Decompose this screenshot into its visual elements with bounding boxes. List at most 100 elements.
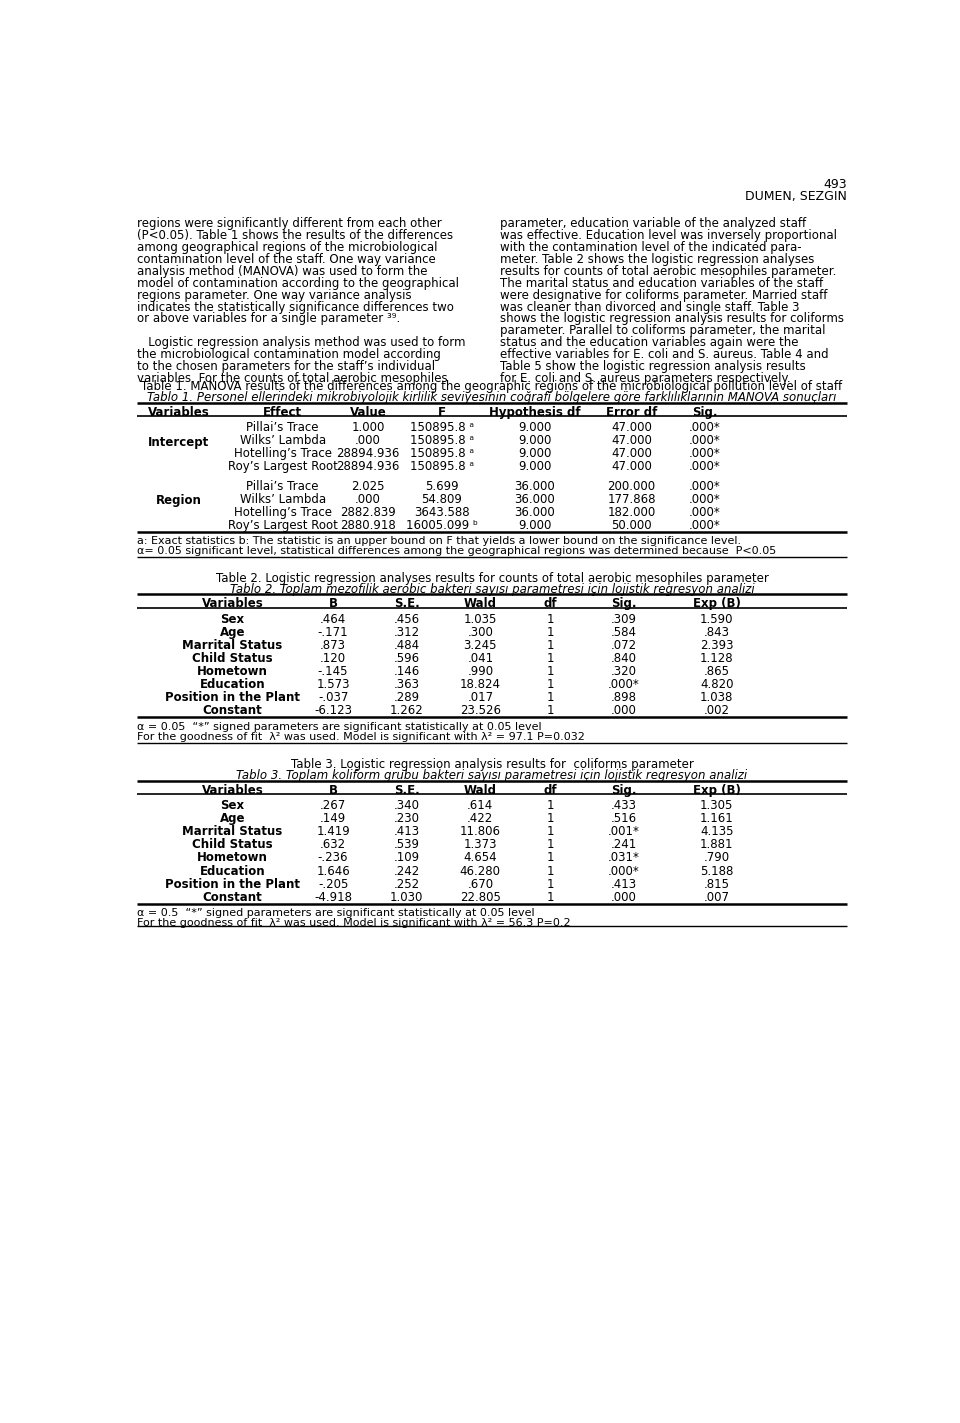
Text: .309: .309 xyxy=(611,613,636,626)
Text: a: Exact statistics b: The statistic is an upper bound on F that yields a lower : a: Exact statistics b: The statistic is … xyxy=(137,535,741,546)
Text: variables. For the counts of total aerobic mesophiles: variables. For the counts of total aerob… xyxy=(137,373,447,386)
Text: .413: .413 xyxy=(394,825,420,838)
Text: 1: 1 xyxy=(546,800,554,813)
Text: was cleaner than divorced and single staff. Table 3: was cleaner than divorced and single sta… xyxy=(500,300,800,313)
Text: 47.000: 47.000 xyxy=(612,460,652,474)
Text: .000*: .000* xyxy=(608,865,639,878)
Text: .873: .873 xyxy=(320,639,347,652)
Text: .000: .000 xyxy=(355,492,381,505)
Text: the microbiological contamination model according: the microbiological contamination model … xyxy=(137,349,441,361)
Text: .000*: .000* xyxy=(689,460,721,474)
Text: Sig.: Sig. xyxy=(692,406,718,418)
Text: .300: .300 xyxy=(468,626,493,639)
Text: Table 2. Logistic regression analyses results for counts of total aerobic mesoph: Table 2. Logistic regression analyses re… xyxy=(216,572,768,585)
Text: Tablo 3. Toplam koliform grubu bakteri sayısı parametresi için lojistik regresyo: Tablo 3. Toplam koliform grubu bakteri s… xyxy=(236,768,748,783)
Text: regions were significantly different from each other: regions were significantly different fro… xyxy=(137,216,442,231)
Text: 1.038: 1.038 xyxy=(700,692,733,704)
Text: 47.000: 47.000 xyxy=(612,421,652,434)
Text: .000*: .000* xyxy=(608,679,639,692)
Text: 1: 1 xyxy=(546,878,554,891)
Text: Wald: Wald xyxy=(464,784,497,797)
Text: Hometown: Hometown xyxy=(197,851,268,864)
Text: .865: .865 xyxy=(704,665,730,679)
Text: shows the logistic regression analysis results for coliforms: shows the logistic regression analysis r… xyxy=(500,313,844,326)
Text: Hotelling’s Trace: Hotelling’s Trace xyxy=(233,447,332,460)
Text: for E. coli and S. aureus parameters respectively.: for E. coli and S. aureus parameters res… xyxy=(500,373,790,386)
Text: .413: .413 xyxy=(611,878,636,891)
Text: Hometown: Hometown xyxy=(197,665,268,679)
Text: .990: .990 xyxy=(468,665,493,679)
Text: 1.305: 1.305 xyxy=(700,800,733,813)
Text: was effective. Education level was inversely proportional: was effective. Education level was inver… xyxy=(500,229,837,242)
Text: Effect: Effect xyxy=(263,406,302,418)
Text: regions parameter. One way variance analysis: regions parameter. One way variance anal… xyxy=(137,289,412,302)
Text: -6.123: -6.123 xyxy=(314,704,352,717)
Text: 22.805: 22.805 xyxy=(460,891,501,904)
Text: α= 0.05 significant level, statistical differences among the geographical region: α= 0.05 significant level, statistical d… xyxy=(137,546,777,556)
Text: parameter. Parallel to coliforms parameter, the marital: parameter. Parallel to coliforms paramet… xyxy=(500,324,826,337)
Text: .632: .632 xyxy=(320,838,347,851)
Text: B: B xyxy=(328,598,338,610)
Text: indicates the statistically significance differences two: indicates the statistically significance… xyxy=(137,300,454,313)
Text: .000: .000 xyxy=(611,891,636,904)
Text: F: F xyxy=(438,406,445,418)
Text: 16005.099 ᵇ: 16005.099 ᵇ xyxy=(406,519,478,532)
Text: .422: .422 xyxy=(468,813,493,825)
Text: 1.262: 1.262 xyxy=(390,704,423,717)
Text: .000*: .000* xyxy=(689,421,721,434)
Text: 150895.8 ᵃ: 150895.8 ᵃ xyxy=(410,421,473,434)
Text: -.205: -.205 xyxy=(318,878,348,891)
Text: 493: 493 xyxy=(824,178,847,192)
Text: .230: .230 xyxy=(394,813,420,825)
Text: The marital status and education variables of the staff: The marital status and education variabl… xyxy=(500,276,823,290)
Text: 2882.839: 2882.839 xyxy=(340,505,396,519)
Text: 177.868: 177.868 xyxy=(608,492,656,505)
Text: 1: 1 xyxy=(546,652,554,665)
Text: 1.000: 1.000 xyxy=(351,421,385,434)
Text: Value: Value xyxy=(349,406,386,418)
Text: .242: .242 xyxy=(394,865,420,878)
Text: 150895.8 ᵃ: 150895.8 ᵃ xyxy=(410,460,473,474)
Text: .516: .516 xyxy=(611,813,636,825)
Text: .252: .252 xyxy=(394,878,420,891)
Text: 2.393: 2.393 xyxy=(700,639,733,652)
Text: 5.188: 5.188 xyxy=(700,865,733,878)
Text: 1: 1 xyxy=(546,865,554,878)
Text: DUMEN, SEZGIN: DUMEN, SEZGIN xyxy=(745,191,847,203)
Text: Pillai’s Trace: Pillai’s Trace xyxy=(247,480,319,492)
Text: 1: 1 xyxy=(546,813,554,825)
Text: .031*: .031* xyxy=(608,851,639,864)
Text: .670: .670 xyxy=(468,878,493,891)
Text: .790: .790 xyxy=(704,851,730,864)
Text: or above variables for a single parameter ³⁹.: or above variables for a single paramete… xyxy=(137,313,400,326)
Text: model of contamination according to the geographical: model of contamination according to the … xyxy=(137,276,459,290)
Text: Hypothesis df: Hypothesis df xyxy=(489,406,581,418)
Text: -.236: -.236 xyxy=(318,851,348,864)
Text: Variables: Variables xyxy=(202,598,263,610)
Text: .433: .433 xyxy=(611,800,636,813)
Text: parameter, education variable of the analyzed staff: parameter, education variable of the ana… xyxy=(500,216,805,231)
Text: Roy’s Largest Root: Roy’s Largest Root xyxy=(228,519,338,532)
Text: Tablo 1. Personel ellerindeki mikrobiyolojik kirlilik seviyesinin coğrafi bölgel: Tablo 1. Personel ellerindeki mikrobiyol… xyxy=(147,391,837,404)
Text: 4.135: 4.135 xyxy=(700,825,733,838)
Text: were designative for coliforms parameter. Married staff: were designative for coliforms parameter… xyxy=(500,289,828,302)
Text: .000*: .000* xyxy=(689,519,721,532)
Text: 5.699: 5.699 xyxy=(425,480,459,492)
Text: Position in the Plant: Position in the Plant xyxy=(165,878,300,891)
Text: .072: .072 xyxy=(611,639,636,652)
Text: .456: .456 xyxy=(394,613,420,626)
Text: Age: Age xyxy=(220,626,245,639)
Text: status and the education variables again were the: status and the education variables again… xyxy=(500,336,799,349)
Text: 1: 1 xyxy=(546,825,554,838)
Text: (P<0.05). Table 1 shows the results of the differences: (P<0.05). Table 1 shows the results of t… xyxy=(137,229,453,242)
Text: df: df xyxy=(543,784,557,797)
Text: 182.000: 182.000 xyxy=(608,505,656,519)
Text: df: df xyxy=(543,598,557,610)
Text: For the goodness of fit  λ² was used. Model is significant with λ² = 97.1 P=0.03: For the goodness of fit λ² was used. Mod… xyxy=(137,731,585,741)
Text: .109: .109 xyxy=(394,851,420,864)
Text: 3643.588: 3643.588 xyxy=(414,505,469,519)
Text: 2880.918: 2880.918 xyxy=(340,519,396,532)
Text: Table 1. MANOVA results of the differences among the geographic regions of the m: Table 1. MANOVA results of the differenc… xyxy=(141,380,843,393)
Text: .000*: .000* xyxy=(689,447,721,460)
Text: .017: .017 xyxy=(468,692,493,704)
